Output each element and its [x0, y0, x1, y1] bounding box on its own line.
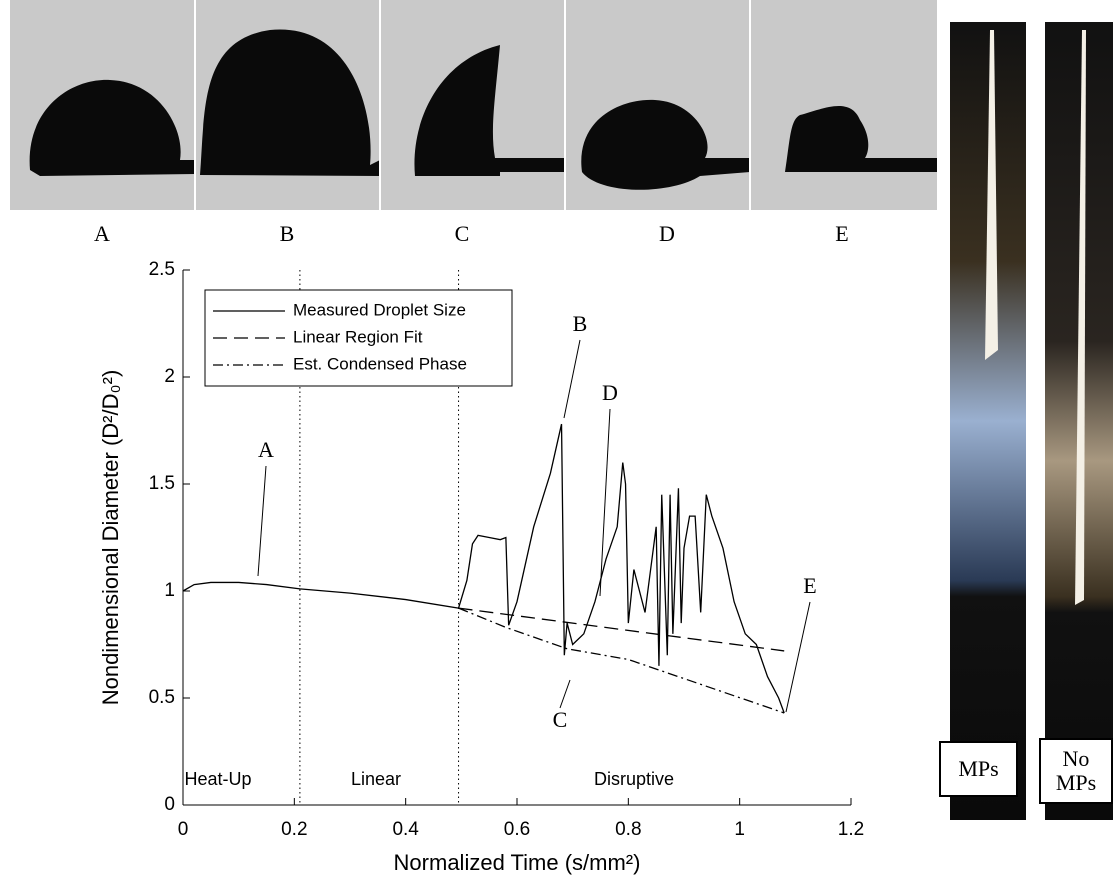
series-line [182, 423, 785, 714]
y-axis-label: Nondimensional Diameter (D²/D₀²) [98, 370, 123, 706]
legend-label: Est. Condensed Phase [293, 354, 467, 373]
y-tick-label: 0 [164, 794, 175, 815]
droplet-d [581, 99, 750, 190]
annotation-leader [599, 408, 611, 597]
y-tick-label: 2.5 [149, 259, 175, 280]
annotation-label: E [803, 573, 816, 598]
y-tick-label: 1 [164, 580, 175, 601]
photo-label: A [94, 221, 110, 246]
x-tick-label: 0.6 [504, 819, 530, 840]
annotation-label: C [553, 707, 568, 732]
x-tick-label: 1.2 [838, 819, 864, 840]
flame-image-mps [950, 22, 1026, 820]
x-tick-label: 0.2 [281, 819, 307, 840]
flame-label: No MPs [1039, 738, 1113, 804]
droplet-b [200, 29, 380, 177]
series-line [458, 607, 785, 714]
annotation-leader [257, 465, 267, 577]
region-label: Disruptive [594, 769, 674, 789]
annotation-leader [563, 339, 581, 419]
region-label: Linear [351, 769, 401, 789]
droplet-c [414, 45, 565, 176]
y-tick-label: 2 [164, 366, 175, 387]
legend-label: Linear Region Fit [293, 327, 423, 346]
annotation-label: D [602, 380, 618, 405]
x-axis-label: Normalized Time (s/mm²) [394, 850, 641, 875]
annotation-leader [559, 679, 571, 709]
y-tick-label: 0.5 [149, 687, 175, 708]
annotation-leader [785, 601, 811, 713]
flame-label: MPs [939, 741, 1018, 797]
legend-label: Measured Droplet Size [293, 300, 466, 319]
droplet-e [785, 105, 937, 172]
flame-b [1075, 30, 1086, 605]
x-tick-label: 0 [178, 819, 189, 840]
photo-label: E [835, 221, 848, 246]
droplet-a [29, 79, 195, 176]
x-tick-label: 0.4 [392, 819, 419, 840]
region-label: Heat-Up [184, 769, 251, 789]
photo-label: B [280, 221, 295, 246]
x-tick-label: 1 [734, 819, 745, 840]
y-tick-label: 1.5 [149, 473, 175, 494]
photo-label: D [659, 221, 675, 246]
flame-a [985, 30, 998, 360]
annotation-label: B [573, 311, 588, 336]
photo-strip [10, 0, 937, 210]
series-line [458, 607, 785, 652]
annotation-label: A [258, 437, 274, 462]
photo-label: C [455, 221, 470, 246]
x-tick-label: 0.8 [615, 819, 641, 840]
